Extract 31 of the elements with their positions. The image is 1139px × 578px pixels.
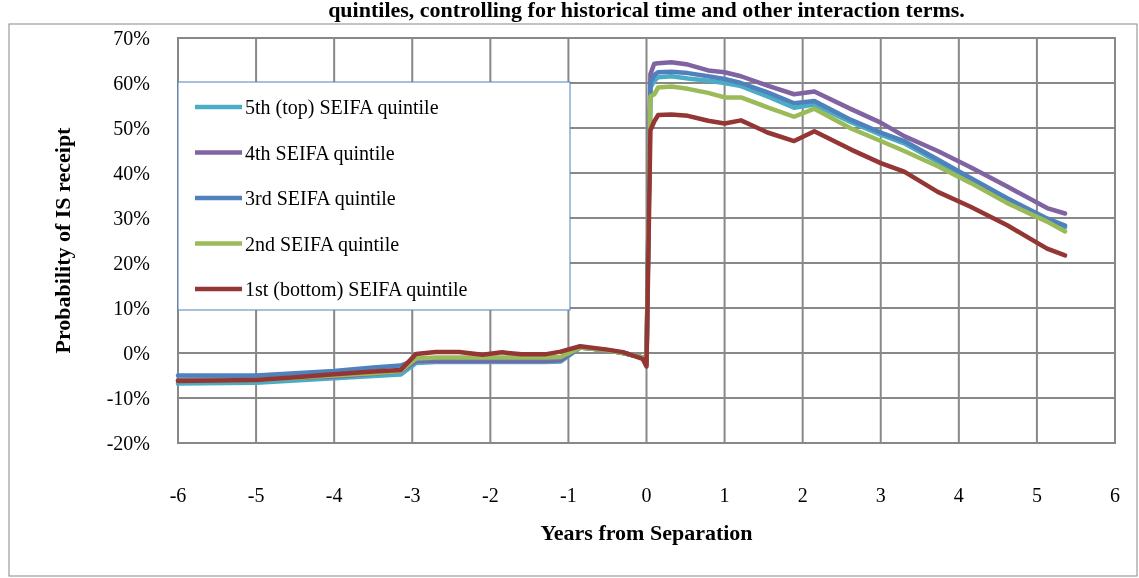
y-tick-label: 30%: [113, 207, 150, 229]
chart-title: quintiles, controlling for historical time and other interaction terms.: [328, 0, 965, 22]
x-tick-label: -4: [325, 484, 343, 506]
legend-label: 4th SEIFA quintile: [245, 141, 395, 165]
y-tick-label: 20%: [113, 252, 150, 274]
y-tick-label: 40%: [113, 162, 150, 184]
x-tick-label: -1: [560, 484, 577, 506]
y-tick-label: 60%: [113, 72, 150, 94]
x-tick-label: 5: [1031, 484, 1042, 506]
x-tick-label: 6: [1110, 484, 1120, 506]
x-tick-label: -5: [247, 484, 265, 506]
y-tick-label: -20%: [106, 432, 150, 454]
legend-label: 2nd SEIFA quintile: [245, 232, 400, 256]
x-tick-label: -2: [482, 484, 499, 506]
legend-label: 1st (bottom) SEIFA quintile: [245, 278, 468, 301]
y-tick-label: 10%: [113, 297, 150, 319]
y-tick-label: -10%: [106, 387, 150, 409]
x-tick-label: -6: [169, 484, 187, 506]
y-tick-label: 0%: [123, 342, 150, 364]
x-tick-label: 3: [875, 484, 886, 506]
x-tick-label: 0: [641, 484, 652, 506]
y-tick-label: 70%: [113, 27, 150, 49]
x-tick-label: 4: [953, 484, 964, 506]
x-axis-title: Years from Separation: [540, 520, 753, 545]
x-tick-label: 1: [719, 484, 730, 506]
legend-label: 5th (top) SEIFA quintile: [245, 96, 439, 119]
x-tick-label: 2: [797, 484, 808, 506]
y-tick-label: 50%: [113, 117, 150, 139]
x-tick-label: -3: [403, 484, 421, 506]
legend-label: 3rd SEIFA quintile: [245, 187, 396, 210]
y-axis-title: Probability of IS receipt: [50, 126, 75, 354]
